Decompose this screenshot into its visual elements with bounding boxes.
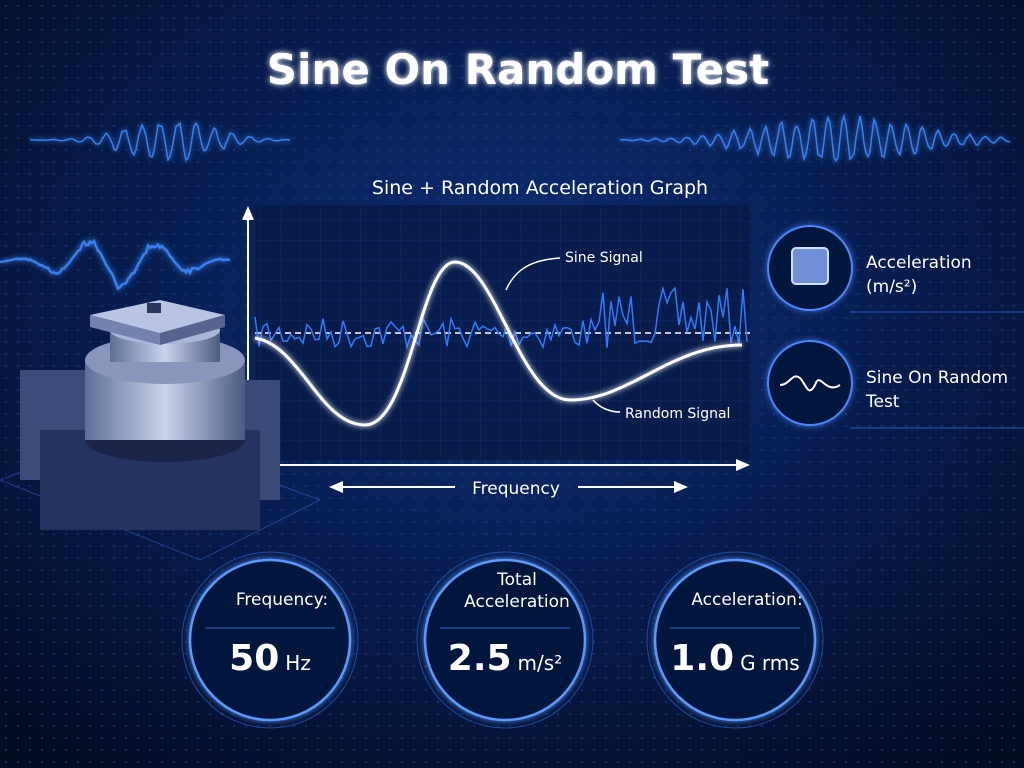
sine-annotation: Sine Signal — [565, 250, 643, 266]
random-signal-trace — [254, 285, 748, 350]
stat-unit: G rms — [740, 651, 800, 675]
stat-value-text: 50 Hz — [229, 638, 311, 679]
stat-unit: m/s² — [518, 651, 563, 675]
x-axis-arrow — [736, 459, 750, 471]
legend-icon-wave — [779, 375, 841, 392]
frequency-arrowhead-left — [329, 481, 343, 493]
legend-label: Acceleration — [866, 253, 972, 273]
page-title: Sine On Random Test — [267, 45, 769, 94]
decorative-waves — [0, 113, 1011, 291]
stat-value-text: 1.0 G rms — [670, 638, 799, 679]
legend-label: (m/s²) — [866, 277, 917, 297]
shaker-illustration — [0, 300, 322, 561]
stat-card: Acceleration: 1.0 G rms — [646, 551, 824, 729]
stat-label: Frequency: — [236, 590, 328, 610]
stat-card: Frequency: 50 Hz — [181, 551, 359, 729]
stat-value-text: 2.5 m/s² — [448, 638, 562, 679]
legend-label: Sine On Random — [866, 368, 1008, 388]
legend-label: Test — [865, 392, 900, 412]
x-axis-label: Frequency — [472, 479, 560, 499]
shaker-table-edge — [90, 315, 160, 345]
stat-label: Acceleration: — [691, 590, 802, 610]
stat-value: 50 — [229, 638, 279, 679]
shaker-table-edge — [160, 315, 225, 345]
stat-value: 1.0 — [670, 638, 734, 679]
stat-label: Total — [496, 570, 537, 590]
decorative-wave — [619, 113, 1011, 163]
sine-signal-trace — [254, 260, 743, 427]
stat-ring — [423, 558, 587, 722]
shaker-bolt — [147, 303, 161, 313]
shaker-table — [90, 300, 225, 333]
stat-unit: Hz — [285, 651, 311, 675]
graph-title: Sine + Random Acceleration Graph — [372, 177, 708, 199]
legend-icon-ring — [767, 340, 853, 426]
legend-item: Sine On Random Test — [767, 340, 1024, 429]
frequency-arrowhead-right — [674, 481, 688, 493]
stat-ring-outer — [416, 551, 594, 729]
stat-label: Acceleration — [464, 592, 570, 612]
stat-ring-outer — [181, 551, 359, 729]
decorative-wave — [0, 238, 231, 291]
y-axis-arrow — [242, 206, 254, 220]
sine-annotation-arrow — [505, 257, 561, 291]
legend-item: Acceleration (m/s²) — [767, 225, 1024, 313]
stat-value: 2.5 — [448, 638, 512, 679]
stat-ring — [188, 558, 352, 722]
stat-ring-outer — [646, 551, 824, 729]
legend-icon-sensor — [791, 247, 829, 285]
decorative-wave — [29, 121, 291, 162]
random-annotation-arrow — [592, 399, 621, 413]
random-annotation: Random Signal — [625, 406, 730, 422]
stat-ring — [653, 558, 817, 722]
